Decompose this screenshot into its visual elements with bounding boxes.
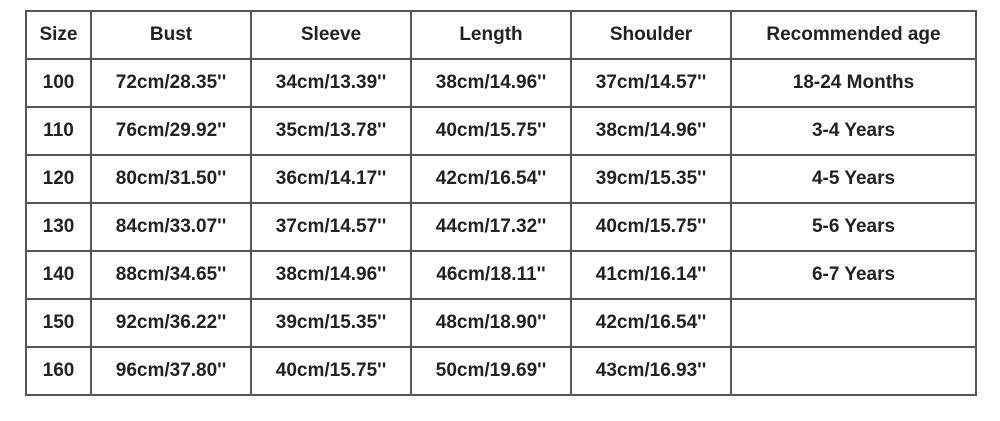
cell-size: 120 — [25, 154, 92, 204]
cell-sleeve: 37cm/14.57'' — [250, 202, 412, 252]
cell-recommended-age: 4-5 Years — [730, 154, 977, 204]
cell-sleeve: 34cm/13.39'' — [250, 58, 412, 108]
cell-sleeve: 40cm/15.75'' — [250, 346, 412, 396]
cell-shoulder: 37cm/14.57'' — [570, 58, 732, 108]
table-row: 130 84cm/33.07'' 37cm/14.57'' 44cm/17.32'' 4… — [25, 202, 977, 252]
header-bust: Bust — [90, 10, 252, 60]
header-size: Size — [25, 10, 92, 60]
cell-shoulder: 41cm/16.14'' — [570, 250, 732, 300]
cell-size: 130 — [25, 202, 92, 252]
header-shoulder: Shoulder — [570, 10, 732, 60]
cell-bust: 92cm/36.22'' — [90, 298, 252, 348]
cell-size: 100 — [25, 58, 92, 108]
cell-sleeve: 39cm/15.35'' — [250, 298, 412, 348]
header-recommended-age: Recommended age — [730, 10, 977, 60]
cell-recommended-age: 6-7 Years — [730, 250, 977, 300]
cell-recommended-age — [730, 298, 977, 348]
header-sleeve: Sleeve — [250, 10, 412, 60]
cell-length: 44cm/17.32'' — [410, 202, 572, 252]
cell-size: 150 — [25, 298, 92, 348]
size-chart-table: Size Bust Sleeve Length Shoulder Recommended … — [25, 10, 977, 396]
table-row: 150 92cm/36.22'' 39cm/15.35'' 48cm/18.90'' 4… — [25, 298, 977, 348]
cell-bust: 88cm/34.65'' — [90, 250, 252, 300]
table-row: 140 88cm/34.65'' 38cm/14.96'' 46cm/18.11'' 4… — [25, 250, 977, 300]
cell-sleeve: 36cm/14.17'' — [250, 154, 412, 204]
cell-size: 140 — [25, 250, 92, 300]
cell-length: 48cm/18.90'' — [410, 298, 572, 348]
cell-bust: 84cm/33.07'' — [90, 202, 252, 252]
cell-shoulder: 40cm/15.75'' — [570, 202, 732, 252]
cell-bust: 96cm/37.80'' — [90, 346, 252, 396]
cell-length: 38cm/14.96'' — [410, 58, 572, 108]
table-row: 110 76cm/29.92'' 35cm/13.78'' 40cm/15.75'' 3… — [25, 106, 977, 156]
table-row: 160 96cm/37.80'' 40cm/15.75'' 50cm/19.69'' 4… — [25, 346, 977, 396]
table-row: 120 80cm/31.50'' 36cm/14.17'' 42cm/16.54'' 3… — [25, 154, 977, 204]
cell-sleeve: 35cm/13.78'' — [250, 106, 412, 156]
cell-recommended-age: 18-24 Months — [730, 58, 977, 108]
cell-recommended-age — [730, 346, 977, 396]
cell-length: 46cm/18.11'' — [410, 250, 572, 300]
cell-shoulder: 42cm/16.54'' — [570, 298, 732, 348]
cell-sleeve: 38cm/14.96'' — [250, 250, 412, 300]
cell-bust: 76cm/29.92'' — [90, 106, 252, 156]
cell-size: 110 — [25, 106, 92, 156]
cell-bust: 80cm/31.50'' — [90, 154, 252, 204]
cell-length: 50cm/19.69'' — [410, 346, 572, 396]
header-length: Length — [410, 10, 572, 60]
cell-shoulder: 39cm/15.35'' — [570, 154, 732, 204]
cell-size: 160 — [25, 346, 92, 396]
cell-recommended-age: 5-6 Years — [730, 202, 977, 252]
cell-length: 40cm/15.75'' — [410, 106, 572, 156]
cell-recommended-age: 3-4 Years — [730, 106, 977, 156]
table-row: 100 72cm/28.35'' 34cm/13.39'' 38cm/14.96'' 3… — [25, 58, 977, 108]
cell-shoulder: 43cm/16.93'' — [570, 346, 732, 396]
header-row: Size Bust Sleeve Length Shoulder Recommended … — [25, 10, 977, 60]
cell-length: 42cm/16.54'' — [410, 154, 572, 204]
cell-shoulder: 38cm/14.96'' — [570, 106, 732, 156]
cell-bust: 72cm/28.35'' — [90, 58, 252, 108]
